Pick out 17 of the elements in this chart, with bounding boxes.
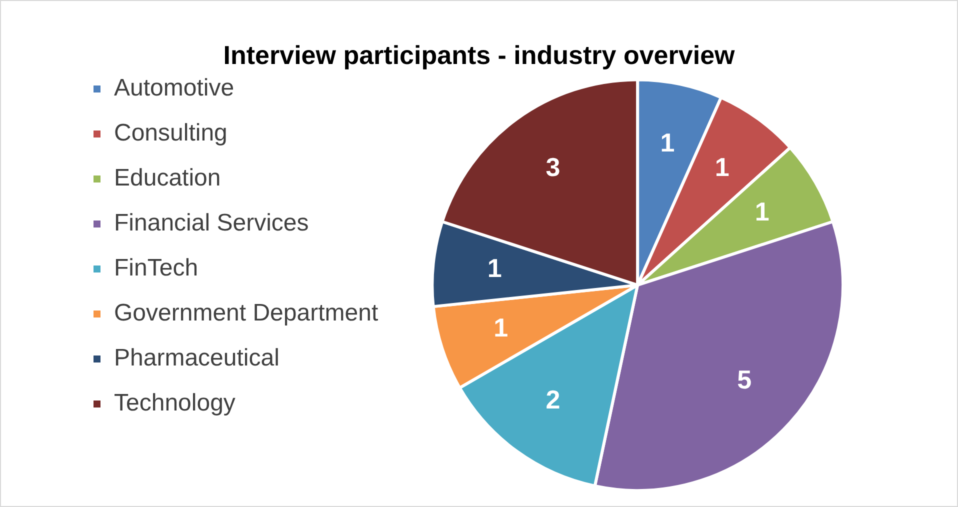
data-label: 1 bbox=[660, 128, 675, 158]
data-label: 1 bbox=[487, 253, 502, 284]
legend-label: Financial Services bbox=[114, 210, 309, 237]
legend-label: FinTech bbox=[114, 254, 198, 282]
data-label: 3 bbox=[546, 152, 560, 182]
data-label: 1 bbox=[494, 312, 508, 343]
data-label: 1 bbox=[714, 152, 730, 182]
legend-label: Consulting bbox=[114, 120, 228, 147]
legend-label: Government Department bbox=[114, 300, 378, 327]
chart-title: Interview participants - industry overview bbox=[223, 40, 736, 70]
data-label: 2 bbox=[546, 384, 560, 415]
data-label: 1 bbox=[754, 196, 770, 226]
legend-label: Technology bbox=[114, 390, 236, 417]
legend-label: Education bbox=[114, 164, 221, 192]
data-label: 5 bbox=[737, 364, 752, 394]
legend-label: Pharmaceutical bbox=[114, 344, 280, 372]
legend-label: Automotive bbox=[114, 74, 234, 102]
